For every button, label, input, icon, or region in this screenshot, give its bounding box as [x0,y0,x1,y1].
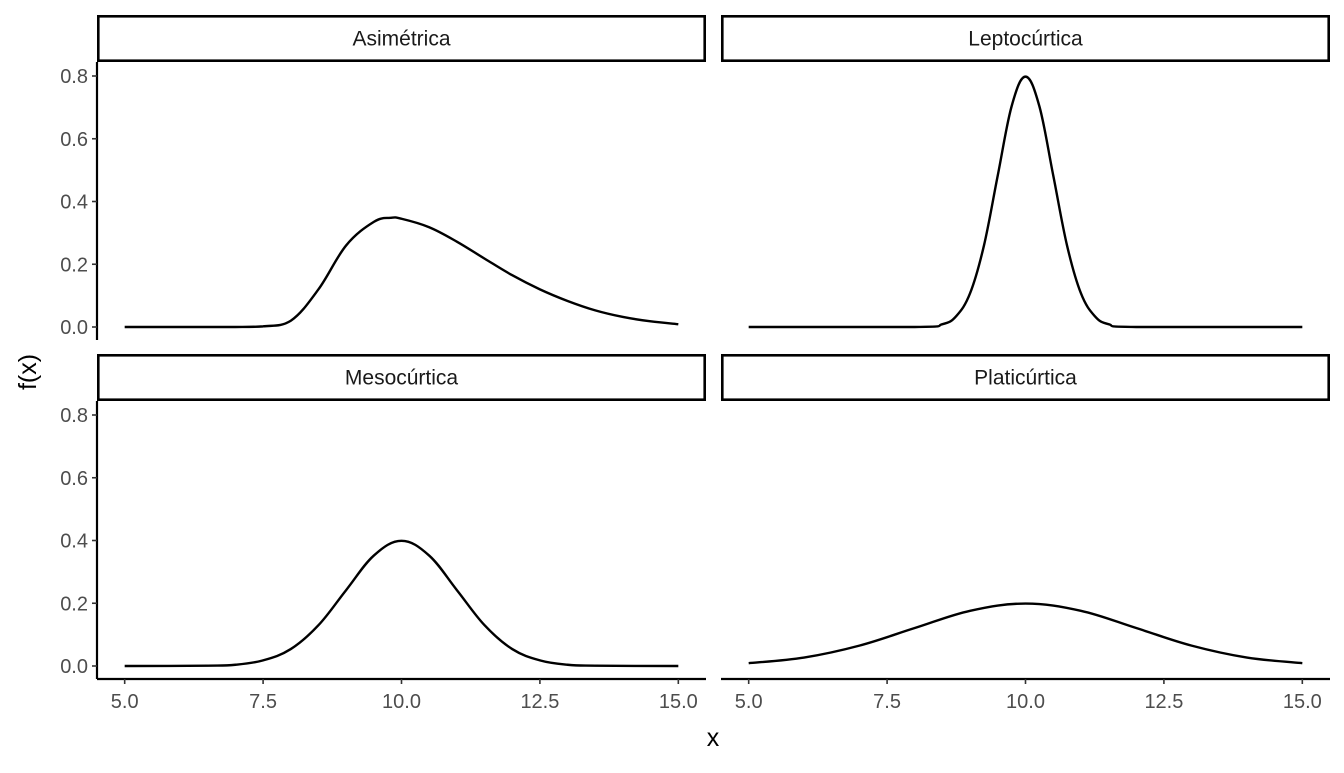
y-tick-label: 0.6 [60,129,88,151]
y-axis-title: f(x) [14,354,42,390]
facet-strip-label: Platicúrtica [974,367,1077,390]
y-tick-label: 0.4 [60,192,88,214]
y-tick-label: 0.8 [60,66,88,88]
x-tick-label: 15.0 [659,691,698,713]
x-tick-label: 15.0 [1283,691,1322,713]
y-tick-label: 0.6 [60,468,88,490]
facet-strip [97,353,707,401]
x-tick-label: 12.5 [520,691,559,713]
density-curve [748,602,1303,665]
facet-strip-label: Leptocúrtica [968,28,1083,51]
density-curve [124,539,679,668]
x-tick-label: 5.0 [735,691,763,713]
facet-panel: Platicúrtica 5.0 7.5 10.0 12.5 15.0 [720,353,1331,713]
facet-panel: Mesocúrtica 0.0 0.2 0.4 0.6 0.8 5.0 7.5 10.0 12.5… [60,353,707,713]
y-tick-label: 0.0 [60,317,88,339]
facet-strip [97,14,707,63]
facet-strip [720,14,1331,63]
x-tick-label: 7.5 [249,691,277,713]
y-tick-label: 0.2 [60,254,88,276]
facet-strip-label: Mesocúrtica [345,367,459,390]
facet-strip [720,353,1331,401]
y-tick-label: 0.2 [60,593,88,615]
y-tick-label: 0.0 [60,656,88,678]
density-curve [748,75,1303,329]
x-tick-label: 7.5 [873,691,901,713]
y-tick-label: 0.4 [60,531,88,553]
x-tick-label: 10.0 [1006,691,1045,713]
x-tick-label: 10.0 [382,691,421,713]
y-tick-label: 0.8 [60,405,88,427]
x-tick-label: 5.0 [111,691,139,713]
facet-strip-label: Asimétrica [352,28,450,51]
x-tick-label: 12.5 [1144,691,1183,713]
facet-panel: Leptocúrtica [720,14,1331,329]
facet-panel: Asimétrica 0.0 0.2 0.4 0.6 0.8 [60,14,707,340]
density-curve [124,216,679,329]
x-axis-title: x [707,724,720,752]
